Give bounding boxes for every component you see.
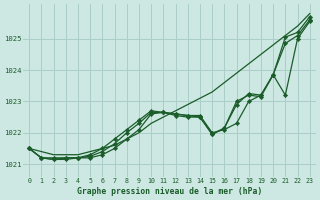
- X-axis label: Graphe pression niveau de la mer (hPa): Graphe pression niveau de la mer (hPa): [77, 187, 262, 196]
